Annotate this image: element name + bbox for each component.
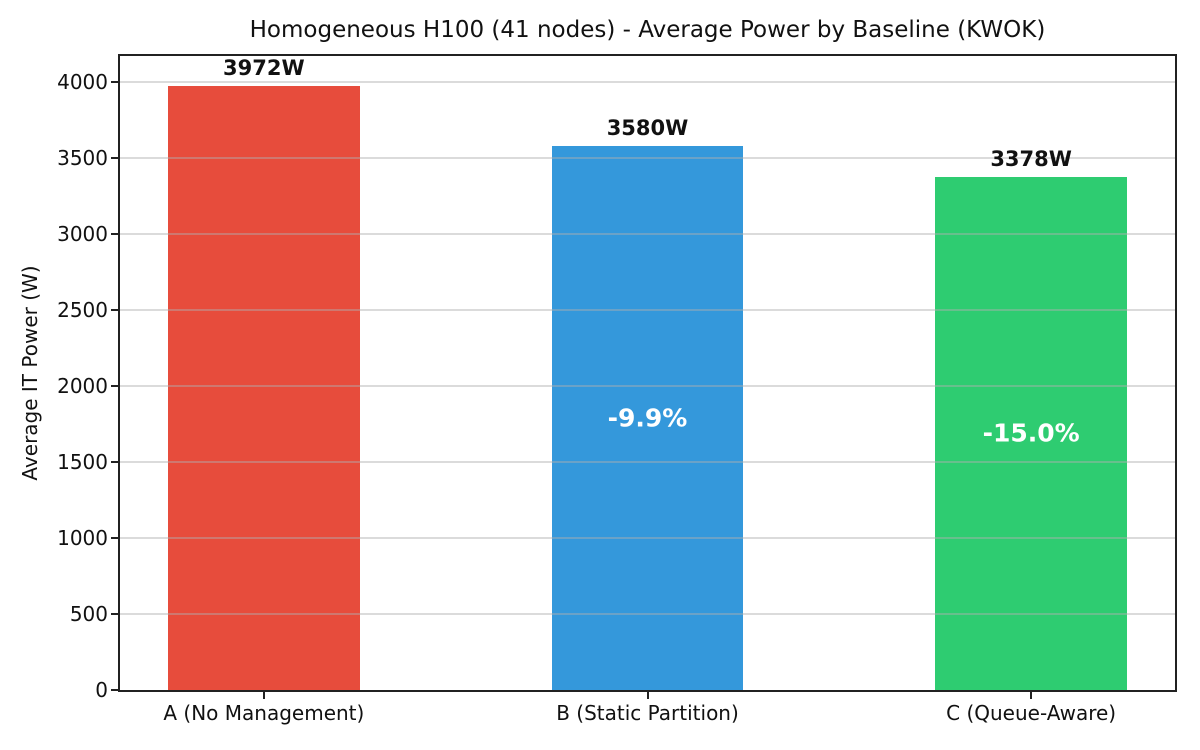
y-tick-label: 500	[69, 601, 108, 626]
y-tick-mark	[111, 80, 118, 83]
bar-annotation: -9.9%	[607, 403, 688, 433]
x-tick-mark	[646, 692, 649, 699]
y-tick-label: 4000	[57, 69, 108, 94]
x-tick-label: A (No Management)	[163, 701, 365, 725]
plot-area: 3972W 3580W -9.9% 3378W -15.0%	[118, 54, 1177, 692]
gridline	[120, 80, 1175, 83]
bar-value-label: 3378W	[990, 146, 1072, 171]
bar-annotation: -15.0%	[982, 418, 1080, 448]
gridline	[120, 536, 1175, 539]
gridline	[120, 308, 1175, 311]
gridline	[120, 156, 1175, 159]
x-tick-mark	[262, 692, 265, 699]
y-tick-label: 3000	[57, 221, 108, 246]
y-tick-mark	[111, 460, 118, 463]
y-tick-mark	[111, 612, 118, 615]
gridline	[120, 232, 1175, 235]
x-tick-mark	[1030, 692, 1033, 699]
y-tick-mark	[111, 384, 118, 387]
y-tick-label: 0	[95, 678, 108, 702]
y-tick-label: 1000	[57, 525, 108, 550]
gridline	[120, 460, 1175, 463]
y-tick-label: 2000	[57, 373, 108, 398]
y-tick-label: 3500	[57, 145, 108, 170]
gridline	[120, 384, 1175, 387]
y-tick-label: 1500	[57, 449, 108, 474]
bar	[935, 176, 1128, 690]
x-tick-label: C (Queue-Aware)	[946, 701, 1117, 725]
bar-value-label: 3972W	[223, 56, 305, 81]
y-tick-label: 2500	[57, 297, 108, 322]
y-tick-mark	[111, 156, 118, 159]
gridline	[120, 612, 1175, 615]
x-tick-label: B (Static Partition)	[556, 701, 739, 725]
chart-title: Homogeneous H100 (41 nodes) - Average Po…	[249, 17, 1046, 43]
bar	[167, 86, 360, 690]
bar	[551, 145, 744, 690]
bar-value-label: 3580W	[606, 115, 689, 140]
y-tick-mark	[111, 232, 118, 235]
y-tick-mark	[111, 536, 118, 539]
y-tick-mark	[111, 689, 118, 691]
y-tick-mark	[111, 308, 118, 311]
